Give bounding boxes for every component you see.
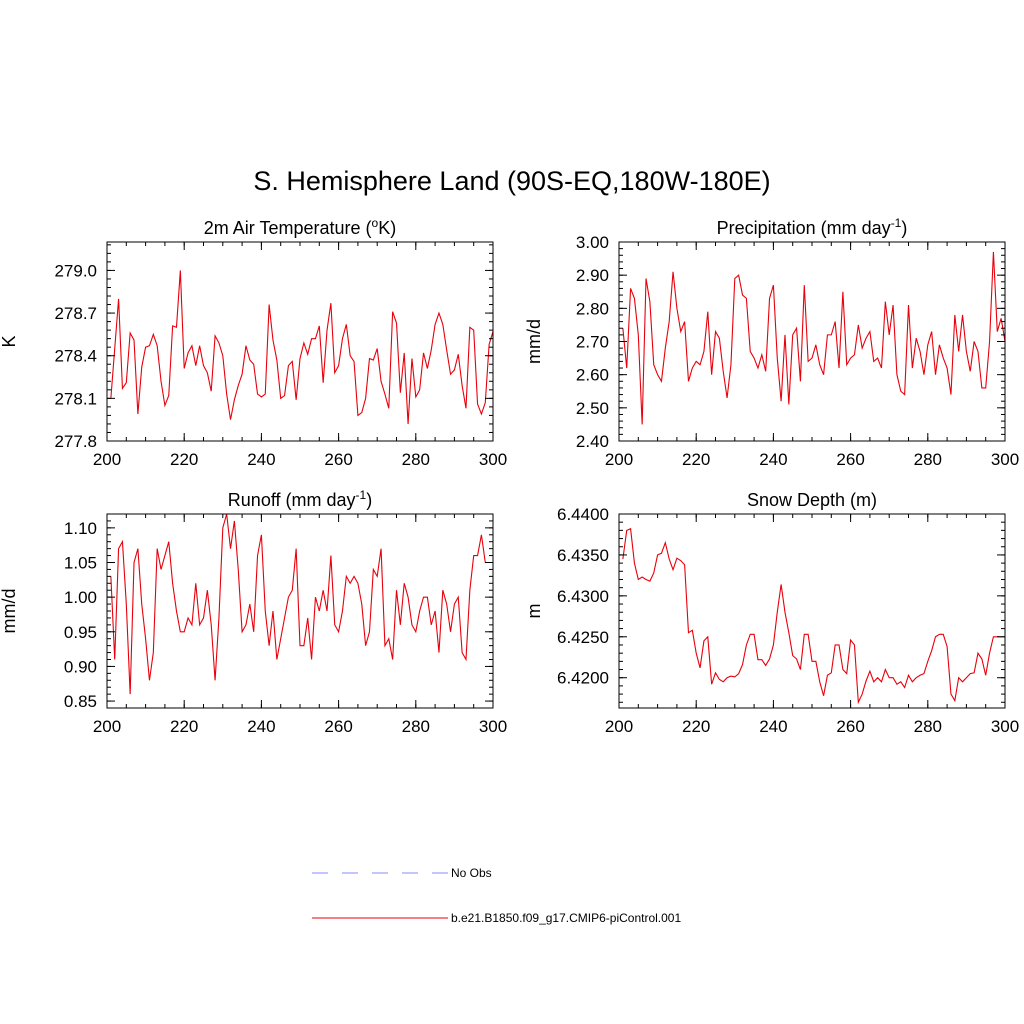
- x-tick-label: 280: [914, 450, 942, 469]
- y-tick-label: 2.40: [576, 432, 609, 451]
- y-tick-label: 277.8: [54, 432, 97, 451]
- y-tick-label: 6.4250: [557, 628, 609, 647]
- x-tick-label: 220: [170, 717, 198, 736]
- x-tick-label: 240: [759, 717, 787, 736]
- series-line: [622, 527, 1002, 705]
- panel-title-text: Runoff (mm day: [228, 490, 356, 510]
- plot-frame: [106, 241, 494, 442]
- y-tick-label: 3.00: [576, 233, 609, 252]
- y-tick-label: 2.80: [576, 299, 609, 318]
- series-line: [110, 514, 486, 695]
- series-line: [110, 270, 493, 424]
- y-tick-label: 0.90: [64, 657, 97, 676]
- panel-precipitation: Precipitation (mm day-1) 200 220 240 260 280 3…: [524, 216, 1019, 469]
- panel-title-text: 2m Air Temperature (: [204, 218, 372, 238]
- main-title: S. Hemisphere Land (90S-EQ,180W-180E): [253, 166, 771, 196]
- x-tick-label: 260: [324, 450, 352, 469]
- panel-title-superscript: -1: [356, 488, 367, 502]
- y-tick-label: 1.10: [64, 519, 97, 538]
- y-tick-label: 6.4350: [557, 546, 609, 565]
- panel-title: Precipitation (mm day-1): [717, 216, 908, 238]
- y-tick-label: 2.50: [576, 399, 609, 418]
- y-axis-label: mm/d: [524, 319, 544, 364]
- y-tick-label: 0.95: [64, 623, 97, 642]
- legend: No Obs b.e21.B1850.f09_g17.CMIP6-piContr…: [312, 866, 681, 925]
- x-tick-label: 200: [605, 450, 633, 469]
- x-tick-label: 240: [759, 450, 787, 469]
- y-tick-label: 278.1: [54, 389, 97, 408]
- x-tick-label: 300: [991, 717, 1019, 736]
- x-tick-label: 280: [402, 450, 430, 469]
- panel-runoff: Runoff (mm day-1) 200 220 240 260 280 300 0.85 0…: [0, 488, 507, 736]
- panel-title-text-end: ): [901, 218, 907, 238]
- panel-snow-depth: Snow Depth (m) 200 220 240 260 280 300 6.4200 6.…: [524, 490, 1019, 736]
- x-tick-label: 200: [605, 717, 633, 736]
- y-tick-label: 278.4: [54, 347, 97, 366]
- x-tick-label: 200: [93, 717, 121, 736]
- legend-obs-label: No Obs: [451, 866, 492, 880]
- x-tick-label: 240: [247, 717, 275, 736]
- panel-title-text-end: K): [378, 218, 396, 238]
- y-tick-label: 0.85: [64, 692, 97, 711]
- x-tick-label: 260: [324, 717, 352, 736]
- x-tick-label: 280: [914, 717, 942, 736]
- y-tick-label: 6.4400: [557, 505, 609, 524]
- x-tick-label: 300: [479, 450, 507, 469]
- x-tick-label: 260: [836, 717, 864, 736]
- x-tick-label: 260: [836, 450, 864, 469]
- x-tick-label: 220: [682, 450, 710, 469]
- panel-title: 2m Air Temperature (oK): [204, 216, 396, 238]
- y-tick-label: 2.90: [576, 266, 609, 285]
- panel-temperature: 2m Air Temperature (oK) 200 220 240 260 280 30…: [0, 216, 507, 469]
- panel-title-text: Precipitation (mm day: [717, 218, 891, 238]
- x-tick-label: 200: [93, 450, 121, 469]
- legend-model-label: b.e21.B1850.f09_g17.CMIP6-piControl.001: [451, 911, 681, 925]
- y-tick-label: 279.0: [54, 261, 97, 280]
- y-tick-label: 1.05: [64, 554, 97, 573]
- y-axis-label: mm/d: [0, 589, 19, 634]
- y-tick-label: 6.4300: [557, 587, 609, 606]
- x-tick-label: 220: [170, 450, 198, 469]
- y-tick-label: 6.4200: [557, 669, 609, 688]
- series-line: [622, 251, 1005, 425]
- x-tick-label: 300: [479, 717, 507, 736]
- y-tick-label: 2.60: [576, 366, 609, 385]
- y-axis-label: K: [0, 335, 19, 347]
- y-tick-label: 278.7: [54, 304, 97, 323]
- panel-title-superscript: -1: [891, 216, 902, 230]
- plot-frame: [618, 241, 1006, 442]
- y-tick-label: 2.70: [576, 333, 609, 352]
- panel-title-text-end: ): [366, 490, 372, 510]
- panel-title: Runoff (mm day-1): [228, 488, 372, 510]
- x-tick-label: 300: [991, 450, 1019, 469]
- y-tick-label: 1.00: [64, 588, 97, 607]
- x-tick-label: 280: [402, 717, 430, 736]
- panels-group: 2m Air Temperature (oK)200 220 240 260 280 30…: [0, 216, 1019, 736]
- y-axis-label: m: [524, 604, 544, 619]
- panel-title-superscript: o: [372, 216, 379, 230]
- x-tick-label: 240: [247, 450, 275, 469]
- x-tick-label: 220: [682, 717, 710, 736]
- panel-title-text: Snow Depth (m): [747, 490, 877, 510]
- panel-title: Snow Depth (m): [747, 490, 877, 510]
- plot-frame: [618, 513, 1006, 709]
